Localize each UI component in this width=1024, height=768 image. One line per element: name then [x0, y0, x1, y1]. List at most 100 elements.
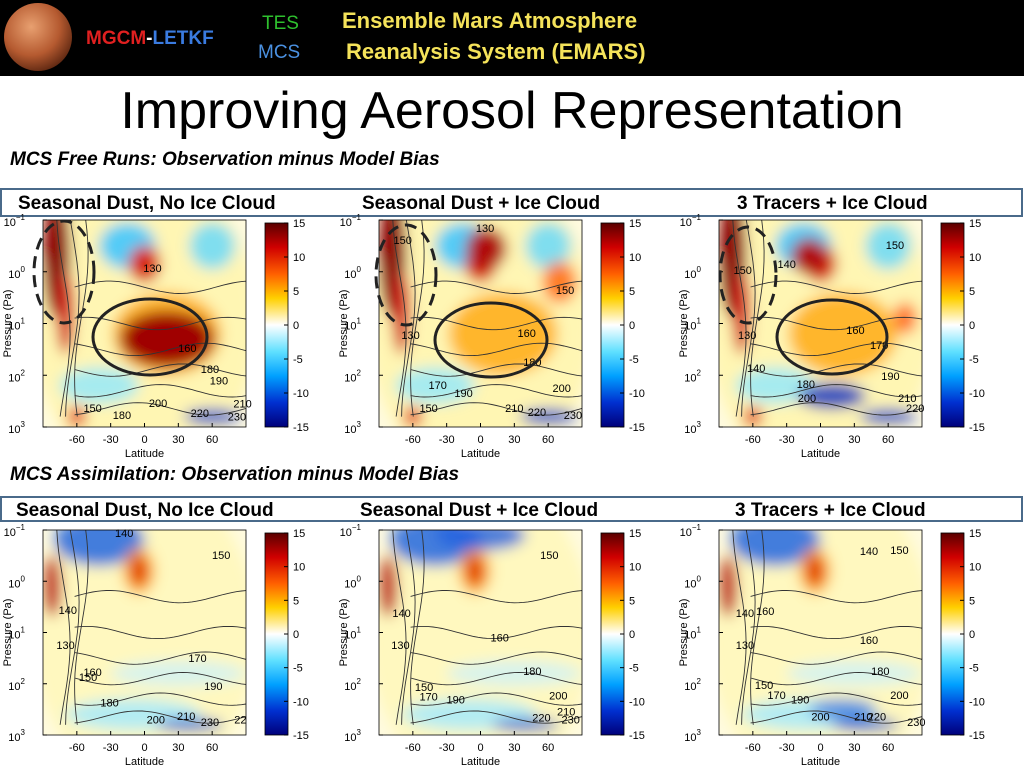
contour-line — [750, 384, 922, 398]
y-tick-label: 101 — [684, 317, 701, 333]
colorbar-label: 0 — [293, 320, 299, 332]
contour-label: 160 — [860, 635, 878, 647]
contour-label: 140 — [736, 608, 754, 620]
contour-label: 150 — [83, 403, 101, 415]
contour-label: 140 — [392, 608, 410, 620]
contour-label: 170 — [767, 690, 785, 702]
model-part: LETKF — [152, 28, 213, 49]
y-tick-label: 101 — [8, 626, 25, 642]
colorbar-label: -10 — [293, 696, 309, 708]
contour-line — [74, 672, 246, 686]
colorbar-label: -5 — [629, 663, 639, 675]
y-tick-label: 103 — [8, 420, 25, 436]
panel: Seasonal Dust + Ice Cloud150140130160180… — [338, 500, 645, 768]
contour-line — [392, 530, 407, 725]
panel-title: 3 Tracers + Ice Cloud — [735, 500, 926, 521]
y-tick-base: 10 — [8, 630, 20, 642]
y-tick-base: 10 — [684, 578, 696, 590]
system-name: Ensemble Mars Atmosphere — [342, 8, 637, 33]
y-tick-base: 10 — [344, 424, 356, 436]
contour-line — [74, 590, 246, 604]
y-tick-base: 10 — [344, 630, 356, 642]
contour-label: 180 — [871, 666, 889, 678]
heatmap-blobs — [379, 530, 582, 735]
y-tick-exp: 3 — [21, 420, 26, 429]
contour-label: 150 — [79, 672, 97, 684]
y-tick-label: 10−1 — [680, 523, 702, 539]
y-tick-label: 10−1 — [4, 523, 26, 539]
colorbar-label: -15 — [629, 422, 645, 434]
y-tick-exp: 1 — [697, 317, 702, 326]
contour-label: 22 — [234, 715, 246, 727]
contour-label: 130 — [143, 263, 161, 275]
contour-label: 130 — [476, 223, 494, 235]
y-tick-exp: 2 — [357, 677, 362, 686]
y-tick-exp: 3 — [697, 420, 702, 429]
y-tick-label: 10−1 — [4, 213, 26, 229]
contour-line — [750, 692, 922, 706]
y-tick-base: 10 — [8, 681, 20, 693]
colorbar-label: -15 — [293, 730, 309, 742]
colorbar-label: -15 — [969, 422, 985, 434]
panel-title: Seasonal Dust + Ice Cloud — [360, 500, 598, 521]
contour-label: 140 — [115, 528, 133, 540]
bias-blob — [525, 222, 571, 270]
x-tick-label: -30 — [103, 742, 119, 754]
contour-line — [74, 625, 246, 640]
y-tick-label: 101 — [344, 317, 361, 333]
colorbar-label: 15 — [629, 218, 641, 230]
heatmap-blobs — [719, 530, 922, 735]
y-tick-exp: −1 — [16, 213, 26, 222]
contour-label: 180 — [797, 379, 815, 391]
contour-label: 130 — [56, 640, 74, 652]
contour-line — [750, 280, 922, 294]
colorbar-label: -10 — [629, 696, 645, 708]
contour-line — [410, 384, 582, 398]
panel: Seasonal Dust, No Ice Cloud1401501401301… — [2, 500, 309, 768]
bias-blob — [119, 310, 215, 368]
y-tick-exp: −1 — [352, 523, 362, 532]
contour-label: 160 — [756, 606, 774, 618]
x-tick-label: 0 — [817, 742, 823, 754]
bias-blob — [435, 530, 526, 551]
contours — [732, 220, 922, 417]
x-tick-label: -60 — [69, 434, 85, 446]
x-tick-label: -30 — [439, 434, 455, 446]
contour-line — [750, 220, 765, 417]
y-tick-exp: 2 — [21, 368, 26, 377]
contour-label: 130 — [391, 640, 409, 652]
contour-line — [65, 530, 80, 725]
x-tick-label: 30 — [172, 434, 184, 446]
contour-label: 220 — [191, 408, 209, 420]
panel-title: Seasonal Dust, No Ice Cloud — [18, 193, 276, 214]
y-tick-base: 10 — [344, 681, 356, 693]
bias-blob — [791, 238, 828, 275]
bias-blob — [730, 530, 821, 566]
bias-blob — [831, 718, 900, 731]
contour-line — [74, 710, 246, 724]
y-tick-exp: 0 — [21, 265, 26, 274]
heatmap — [43, 220, 246, 427]
bias-blob — [67, 406, 86, 427]
bias-blob — [189, 222, 235, 270]
y-axis-label: Pressure (Pa) — [678, 599, 690, 667]
y-tick-label: 101 — [344, 626, 361, 642]
y-tick-label: 103 — [344, 728, 361, 744]
y-tick-exp: 0 — [357, 265, 362, 274]
contour-label: 150 — [890, 545, 908, 557]
contour-label: 150 — [419, 403, 437, 415]
bias-blob — [395, 367, 475, 404]
colorbar-label: -10 — [629, 388, 645, 400]
bias-blob — [54, 530, 145, 566]
y-tick-exp: 0 — [357, 574, 362, 583]
contour-label: 190 — [881, 371, 899, 383]
contour-label: 180 — [100, 698, 118, 710]
x-tick-label: 60 — [206, 434, 218, 446]
contour-label: 150 — [556, 285, 574, 297]
contour-label: 140 — [59, 605, 77, 617]
contour-label: 160 — [83, 667, 101, 679]
y-tick-label: 100 — [8, 574, 25, 590]
y-tick-base: 10 — [680, 527, 692, 539]
contour-line — [410, 692, 582, 706]
